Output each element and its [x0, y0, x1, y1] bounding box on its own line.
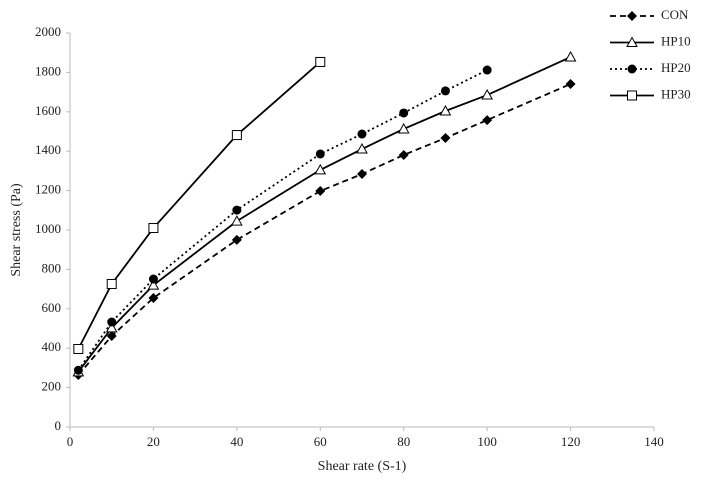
series-line	[77, 56, 571, 373]
marker	[106, 278, 117, 289]
marker	[231, 215, 243, 226]
marker	[73, 343, 84, 354]
x-tick-label: 40	[230, 434, 243, 449]
marker	[440, 86, 450, 96]
marker	[231, 234, 242, 245]
series-line	[77, 83, 571, 376]
marker	[148, 274, 158, 284]
legend-label: HP10	[661, 33, 691, 48]
x-axis-title: Shear rate (S-1)	[318, 459, 407, 474]
marker	[231, 130, 242, 141]
marker	[440, 133, 451, 144]
legend-label: CON	[661, 7, 689, 22]
legend-marker	[627, 64, 637, 74]
marker	[315, 149, 325, 159]
y-tick-label: 0	[55, 418, 62, 433]
marker	[315, 56, 326, 67]
marker	[73, 365, 83, 375]
marker	[147, 279, 160, 290]
marker	[397, 122, 410, 134]
legend-marker	[626, 36, 638, 47]
y-tick-label: 1400	[35, 142, 61, 157]
y-tick-label: 1200	[35, 182, 61, 197]
y-tick-label: 2000	[35, 24, 61, 39]
x-tick-label: 60	[314, 434, 327, 449]
x-tick-label: 120	[561, 434, 581, 449]
y-tick-label: 200	[42, 379, 62, 394]
x-tick-label: 140	[644, 434, 664, 449]
marker	[232, 205, 242, 215]
marker	[357, 129, 367, 139]
x-tick-label: 0	[67, 434, 74, 449]
marker	[565, 79, 576, 90]
legend-marker	[627, 90, 637, 101]
y-tick-label: 800	[42, 260, 62, 275]
legend-label: HP30	[661, 86, 691, 101]
marker	[398, 149, 409, 160]
marker	[148, 292, 159, 303]
y-tick-label: 400	[42, 339, 62, 354]
x-tick-label: 20	[147, 434, 160, 449]
marker	[357, 169, 367, 180]
y-tick-label: 1000	[35, 221, 61, 236]
marker	[105, 321, 118, 333]
series-line	[77, 61, 321, 350]
x-tick-label: 80	[397, 434, 410, 449]
marker	[481, 89, 493, 100]
marker	[399, 108, 409, 118]
marker	[482, 65, 492, 75]
legend-marker	[627, 11, 637, 21]
marker	[315, 185, 326, 196]
y-tick-label: 600	[42, 300, 62, 315]
marker	[314, 163, 327, 175]
y-tick-label: 1800	[35, 63, 61, 78]
marker	[356, 143, 368, 154]
marker	[482, 115, 493, 126]
marker	[439, 104, 452, 116]
marker	[564, 51, 577, 62]
y-axis-title: Shear stress (Pa)	[9, 183, 24, 277]
legend-label: HP20	[661, 60, 691, 75]
marker	[148, 223, 159, 234]
x-tick-label: 100	[477, 434, 497, 449]
series-line	[77, 69, 488, 371]
marker	[107, 317, 117, 327]
y-tick-label: 1600	[35, 103, 61, 118]
marker	[106, 330, 117, 341]
